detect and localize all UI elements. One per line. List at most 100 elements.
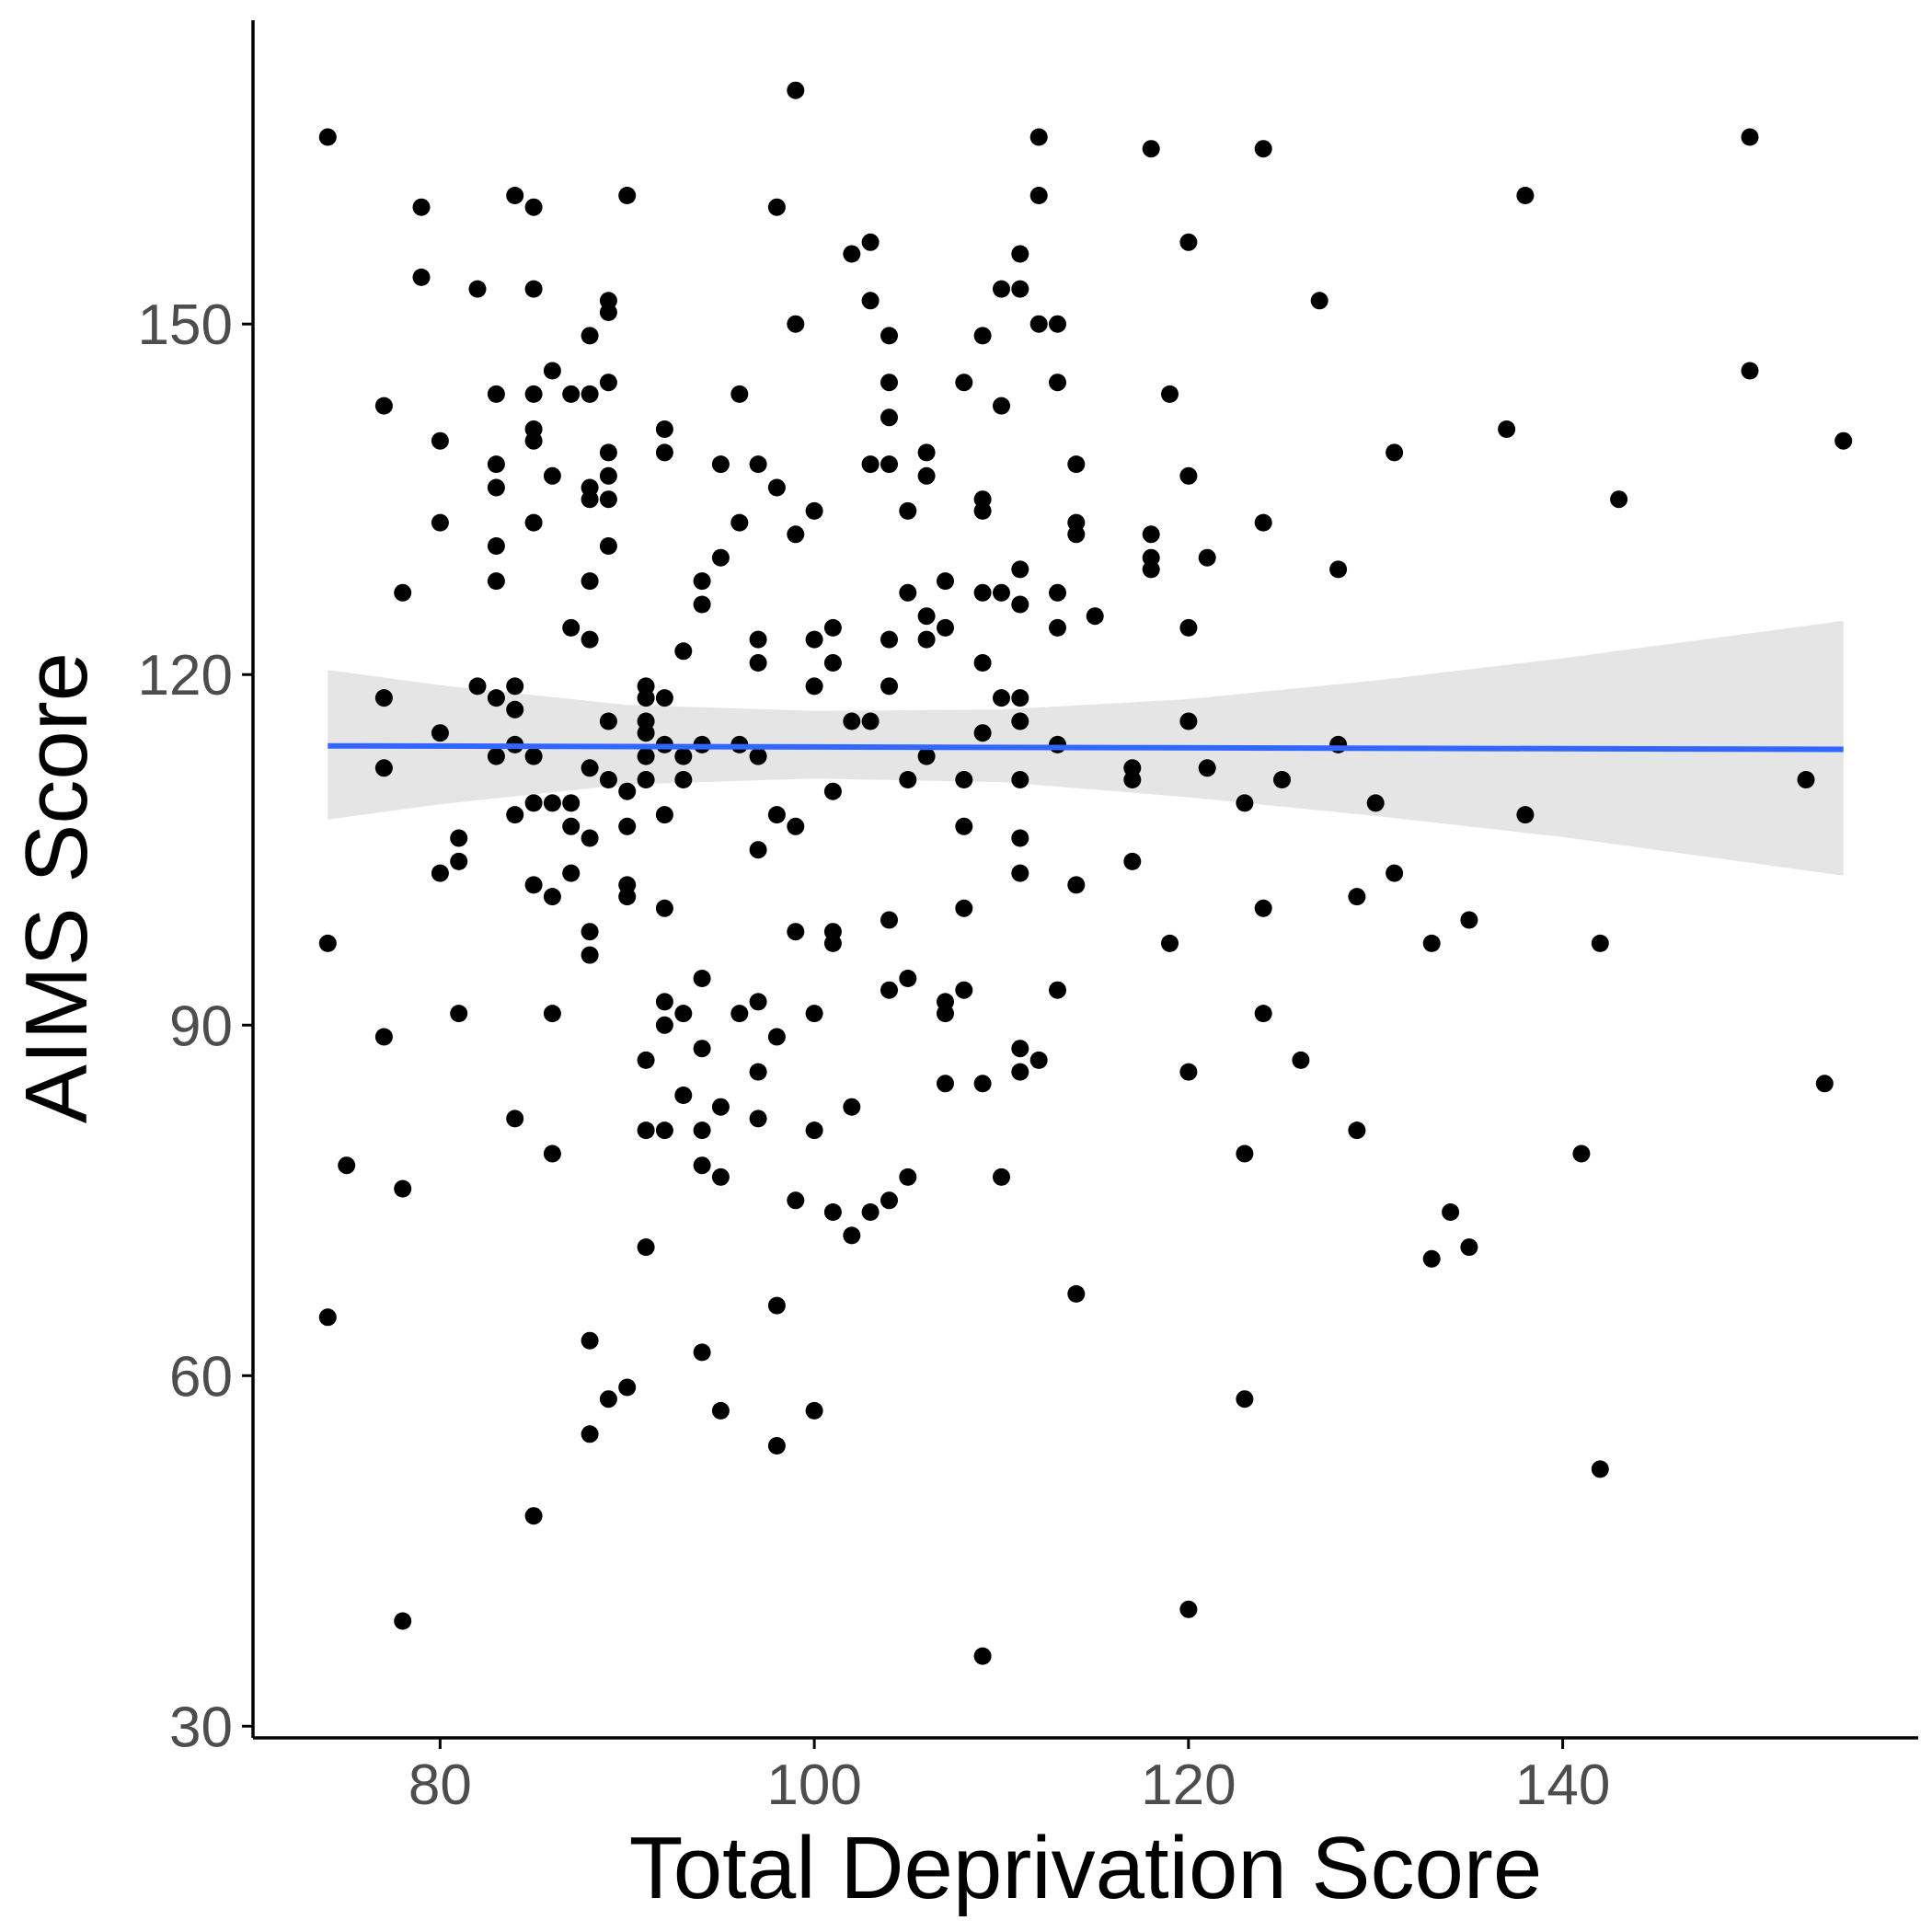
data-point [1142,560,1160,579]
data-point [1348,888,1366,906]
data-point [993,689,1010,707]
data-point [1236,794,1254,812]
data-point [1029,315,1048,333]
data-point [1011,595,1029,614]
data-point [1029,187,1048,204]
data-point [431,513,449,532]
data-point [1516,187,1535,204]
data-point [468,280,487,298]
data-point [693,572,711,591]
data-point [1572,1144,1591,1163]
data-point [823,654,842,672]
data-point [711,1401,730,1420]
data-point [749,630,767,649]
data-point [637,1238,655,1257]
data-point [674,771,693,788]
data-point [1067,455,1086,474]
data-point [599,443,617,462]
y-tick-label: 150 [138,293,233,357]
data-point [955,771,973,788]
data-point [637,771,655,788]
data-point [973,583,992,602]
data-point [993,280,1010,298]
data-point [693,970,711,987]
data-point [562,817,581,835]
data-point [543,1005,561,1023]
data-point [450,829,468,847]
data-point [861,1203,880,1221]
data-point [599,1390,617,1409]
x-axis-title: Total Deprivation Score [629,1819,1542,1917]
data-point [693,1156,711,1175]
data-point [1179,618,1198,637]
data-point [581,572,599,591]
y-ticks: 30 60 90 120 150 [138,293,253,1759]
data-point [618,782,637,800]
data-point [880,677,898,696]
x-tick-label: 120 [1141,1754,1236,1817]
data-point [674,1005,693,1023]
data-point [468,677,487,696]
data-point [1422,934,1441,952]
data-point [655,993,673,1011]
data-point [899,970,917,987]
data-point [899,501,917,520]
data-point [674,642,693,661]
data-point [374,759,393,777]
data-point [1591,1460,1609,1478]
data-point [693,1343,711,1362]
data-point [917,443,936,462]
data-point [655,420,673,438]
data-point [917,466,936,485]
data-point [506,677,524,696]
data-point [487,385,505,403]
data-point [973,327,992,345]
data-point [394,583,412,602]
data-point [599,712,617,730]
data-point [1123,771,1142,788]
data-point [880,327,898,345]
data-point [1011,771,1029,788]
data-point [1179,1600,1198,1618]
data-point [861,292,880,310]
data-point [823,618,842,637]
data-point [543,888,561,906]
data-point [730,513,749,532]
data-point [1049,618,1066,637]
data-point [787,1191,805,1210]
data-point [524,794,543,812]
data-point [749,455,767,474]
data-point [412,268,431,286]
data-point [618,817,637,835]
data-point [524,385,543,403]
data-point [767,1296,786,1315]
data-point [805,501,823,520]
data-point [318,128,337,146]
data-point [955,374,973,392]
data-point [637,747,655,765]
data-point [937,572,954,591]
data-point [767,806,786,824]
data-point [787,315,805,333]
data-point [1011,245,1029,263]
x-tick-label: 140 [1515,1754,1610,1817]
data-point [1011,864,1029,882]
points-layer [318,81,1853,1665]
data-point [1292,1051,1310,1069]
data-point [1386,864,1404,882]
data-point [823,1203,842,1221]
data-point [749,1063,767,1081]
data-point [506,700,524,719]
data-point [487,572,505,591]
x-ticks: 80 100 120 140 [408,1738,1610,1817]
data-point [973,724,992,742]
data-point [655,689,673,707]
data-point [973,654,992,672]
data-point [524,876,543,894]
data-point [431,724,449,742]
data-point [805,677,823,696]
data-point [655,443,673,462]
data-point [767,198,786,216]
data-point [1442,1203,1460,1221]
